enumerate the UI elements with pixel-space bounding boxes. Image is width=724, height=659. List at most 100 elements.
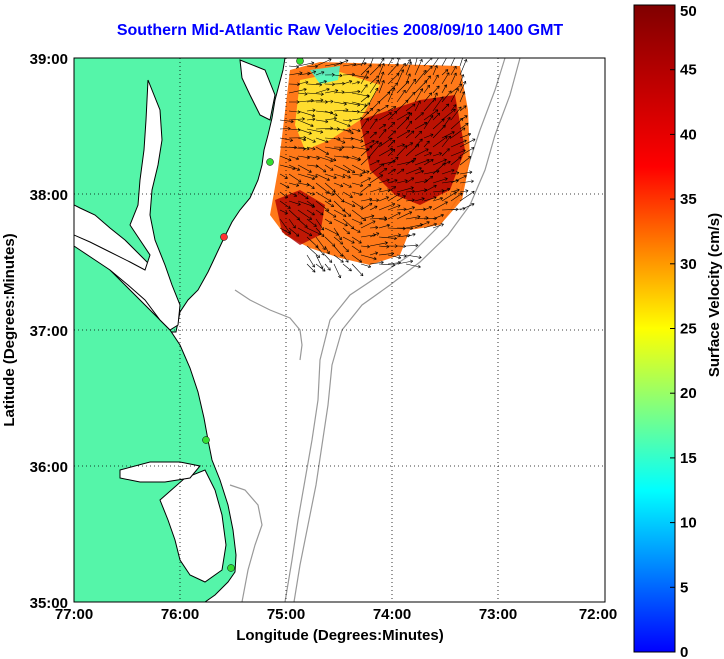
velocity-arrow: [405, 73, 411, 85]
velocity-arrow: [288, 227, 300, 237]
velocity-arrow: [360, 102, 371, 112]
velocity-arrow: [396, 186, 414, 193]
velocity-arrow: [423, 222, 437, 229]
x-tick-label: 76:00: [161, 606, 199, 623]
velocity-arrow: [423, 84, 430, 94]
velocity-arrow: [450, 83, 463, 94]
velocity-arrow: [351, 128, 361, 133]
velocity-arrow: [324, 263, 331, 271]
velocity-arrow: [387, 63, 399, 76]
velocity-arrow: [360, 220, 376, 229]
velocity-arrow: [396, 244, 407, 249]
velocity-arrow: [333, 182, 344, 188]
velocity-arrow: [351, 227, 361, 233]
velocity-arrow: [315, 146, 330, 155]
velocity-arrow: [405, 167, 422, 175]
velocity-arrow: [441, 191, 457, 202]
velocity-arrow: [414, 148, 429, 157]
velocity-arrow: [324, 146, 343, 152]
velocity-arrow: [378, 178, 390, 184]
velocity-arrow: [351, 182, 364, 187]
velocity-arrow: [369, 232, 380, 238]
velocity-arrow: [342, 80, 353, 85]
radar-stations: [202, 58, 304, 572]
velocity-arrow: [441, 117, 451, 130]
velocity-arrow: [315, 245, 325, 256]
station-marker: [266, 158, 274, 166]
velocity-arrow: [378, 236, 397, 241]
velocity-arrow: [360, 94, 370, 103]
velocity-arrow: [288, 173, 302, 183]
velocity-arrow: [423, 159, 434, 166]
velocity-arrow: [441, 84, 447, 94]
velocity-arrow: [315, 137, 329, 144]
velocity-arrow: [378, 104, 389, 112]
velocity-arrow: [342, 263, 352, 272]
velocity-arrow: [297, 209, 313, 220]
velocity-arrow: [378, 167, 388, 175]
velocity-arrow: [414, 100, 421, 112]
station-marker: [202, 436, 210, 444]
velocity-arrow: [324, 164, 334, 171]
velocity-arrow: [387, 110, 398, 121]
velocity-arrow: [387, 106, 397, 112]
colorbar-tick-label: 50: [680, 3, 697, 20]
velocity-arrow: [315, 119, 329, 124]
velocity-arrow: [342, 182, 352, 188]
velocity-arrow: [423, 205, 433, 211]
velocity-arrow: [297, 191, 309, 200]
velocity-arrow: [414, 169, 424, 175]
colorbar-tick-label: 20: [680, 385, 697, 402]
velocity-arrow: [378, 63, 385, 76]
x-tick-label: 74:00: [373, 606, 411, 623]
velocity-arrow: [414, 122, 428, 130]
velocity-arrow: [450, 149, 466, 157]
velocity-arrow: [432, 112, 441, 121]
velocity-arrow: [333, 173, 346, 179]
velocity-arrow: [396, 207, 407, 212]
velocity-arrow: [360, 70, 370, 85]
velocity-arrow: [315, 155, 334, 163]
chesapeake-bay: [74, 79, 181, 331]
velocity-arrow: [369, 251, 379, 256]
velocity-arrow: [306, 137, 316, 143]
bathymetry-contours: [229, 58, 521, 602]
velocity-arrow: [306, 128, 324, 134]
colorbar: 0 5 10 15 20 25 30 35 40 45 50 Surface Velocity (c…: [633, 3, 723, 659]
velocity-arrow: [369, 225, 379, 230]
velocity-arrow: [450, 106, 462, 121]
velocity-arrow: [369, 159, 380, 166]
velocity-arrow: [333, 236, 344, 245]
velocity-arrow: [378, 217, 388, 222]
velocity-arrow: [414, 58, 418, 67]
velocity-arrow: [324, 99, 334, 104]
velocity-arrow: [423, 109, 439, 121]
x-axis-title: Longitude (Degrees:Minutes): [236, 627, 444, 644]
velocity-arrow: [450, 188, 460, 193]
velocity-arrow: [396, 259, 414, 265]
velocity-arrow: [441, 160, 451, 166]
velocity-arrow: [297, 218, 308, 228]
velocity-arrow: [360, 197, 373, 202]
velocity-arrow: [423, 115, 434, 130]
velocity-arrow: [396, 254, 407, 258]
velocity-arrow: [360, 84, 368, 94]
velocity-arrow: [360, 170, 370, 175]
velocity-arrow: [360, 177, 371, 184]
velocity-arrow: [288, 135, 307, 140]
velocity-arrow: [342, 209, 352, 217]
velocity-arrow: [306, 92, 324, 96]
velocity-arrow: [297, 137, 307, 142]
velocity-arrow: [306, 82, 323, 87]
velocity-arrow: [405, 157, 417, 166]
velocity-arrow: [279, 119, 294, 124]
velocity-arrow: [324, 110, 338, 117]
velocity-arrow: [324, 137, 341, 141]
velocity-arrow: [396, 211, 413, 220]
velocity-arrow: [459, 74, 465, 85]
velocity-arrow: [405, 91, 416, 103]
velocity-arrow: [387, 254, 402, 260]
velocity-arrow: [405, 61, 413, 76]
velocity-arrow: [459, 170, 473, 175]
